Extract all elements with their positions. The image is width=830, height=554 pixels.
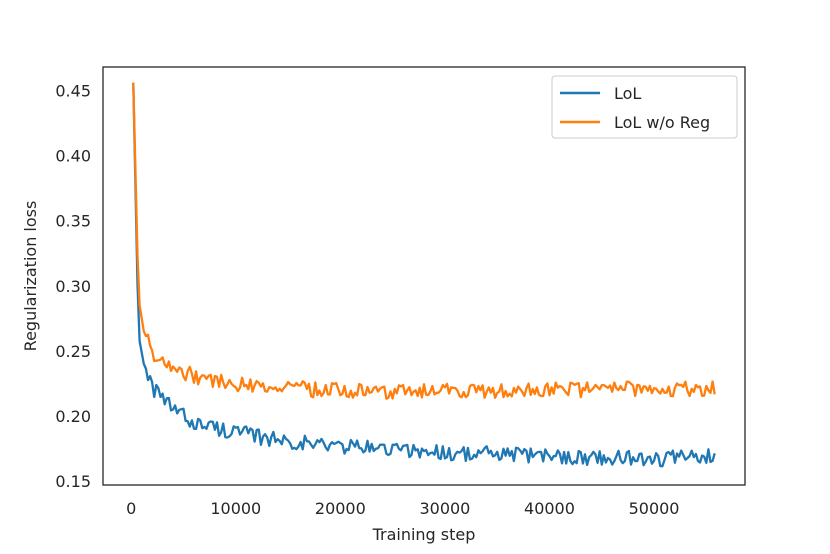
legend-label-lol-wo-reg: LoL w/o Reg (614, 113, 710, 132)
y-tick-label: 0.40 (55, 147, 91, 166)
x-tick-label: 20000 (315, 499, 366, 518)
x-tick-label: 0 (126, 499, 136, 518)
x-axis-title: Training step (372, 525, 476, 544)
y-tick-label: 0.35 (55, 212, 91, 231)
x-tick-label: 10000 (210, 499, 261, 518)
y-tick-label: 0.30 (55, 277, 91, 296)
y-tick-labels: 0.15 0.20 0.25 0.30 0.35 0.40 0.45 (55, 81, 91, 491)
legend-label-lol: LoL (614, 84, 641, 103)
x-tick-labels: 0 10000 20000 30000 40000 50000 (126, 499, 679, 518)
y-tick-label: 0.25 (55, 342, 91, 361)
y-axis-title: Regularization loss (21, 201, 40, 352)
series-line-lol (132, 82, 716, 468)
y-tick-label: 0.15 (55, 472, 91, 491)
series-layer (132, 82, 716, 468)
plot-frame (102, 66, 746, 486)
y-tick-label: 0.45 (55, 81, 91, 100)
legend: LoL LoL w/o Reg (551, 75, 738, 139)
x-tick-label: 30000 (419, 499, 470, 518)
series-line-lol-w-o-reg (132, 82, 716, 400)
y-tick-label: 0.20 (55, 407, 91, 426)
x-tick-label: 50000 (629, 499, 680, 518)
x-tick-label: 40000 (524, 499, 575, 518)
